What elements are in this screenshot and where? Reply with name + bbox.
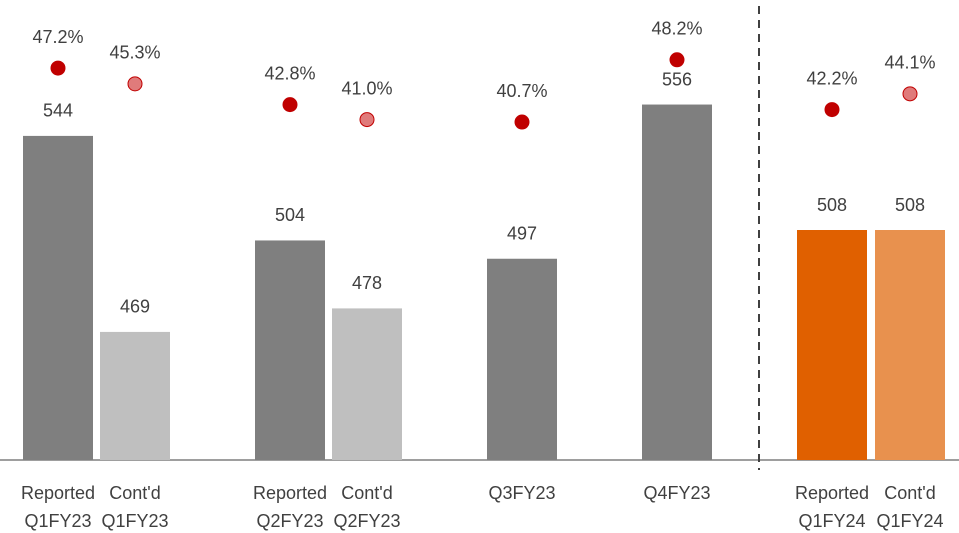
margin-label: 42.2% bbox=[806, 68, 857, 88]
bar bbox=[487, 258, 557, 460]
margin-dot bbox=[902, 86, 918, 102]
value-label: 508 bbox=[817, 195, 847, 215]
value-label: 478 bbox=[352, 273, 382, 293]
margin-dot bbox=[127, 76, 143, 92]
bar bbox=[642, 104, 712, 460]
x-tick-label: Reported bbox=[795, 483, 869, 503]
x-tick-label: Q1FY24 bbox=[798, 511, 865, 531]
x-tick-label: Reported bbox=[253, 483, 327, 503]
value-label: 497 bbox=[507, 224, 537, 244]
margin-label: 45.3% bbox=[109, 43, 160, 63]
x-tick-label: Q1FY23 bbox=[101, 511, 168, 531]
bar bbox=[875, 230, 945, 460]
margin-label: 48.2% bbox=[651, 19, 702, 39]
margin-label: 47.2% bbox=[32, 27, 83, 47]
x-tick-label: Q1FY24 bbox=[876, 511, 943, 531]
margin-dot bbox=[824, 102, 840, 118]
x-tick-label: Q2FY23 bbox=[256, 511, 323, 531]
margin-dot bbox=[50, 60, 66, 76]
value-label: 556 bbox=[662, 69, 692, 89]
value-label: 508 bbox=[895, 195, 925, 215]
bar bbox=[23, 135, 93, 460]
x-tick-label: Cont'd bbox=[341, 483, 392, 503]
margin-label: 41.0% bbox=[341, 78, 392, 98]
margin-label: 44.1% bbox=[884, 53, 935, 73]
value-label: 469 bbox=[120, 297, 150, 317]
x-tick-label: Cont'd bbox=[884, 483, 935, 503]
x-tick-label: Reported bbox=[21, 483, 95, 503]
margin-label: 40.7% bbox=[496, 81, 547, 101]
bar bbox=[797, 230, 867, 460]
margin-dot bbox=[359, 112, 375, 128]
bar bbox=[255, 240, 325, 460]
margin-dot bbox=[669, 52, 685, 68]
bar bbox=[332, 308, 402, 460]
margin-label: 42.8% bbox=[264, 63, 315, 83]
bar bbox=[100, 331, 170, 460]
x-tick-label: Q3FY23 bbox=[488, 483, 555, 503]
x-tick-label: Cont'd bbox=[109, 483, 160, 503]
margin-dot bbox=[282, 97, 298, 113]
margin-dot bbox=[514, 114, 530, 130]
x-tick-label: Q1FY23 bbox=[24, 511, 91, 531]
value-label: 544 bbox=[43, 101, 73, 121]
x-tick-label: Q2FY23 bbox=[333, 511, 400, 531]
value-label: 504 bbox=[275, 205, 305, 225]
x-tick-label: Q4FY23 bbox=[643, 483, 710, 503]
